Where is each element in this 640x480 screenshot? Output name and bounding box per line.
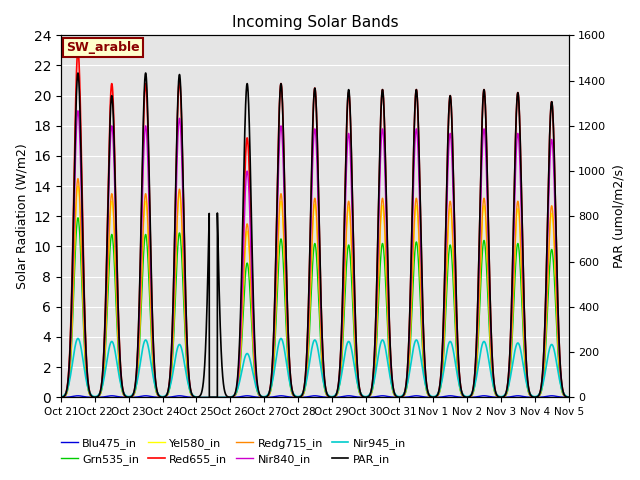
Line: Yel580_in: Yel580_in <box>61 186 568 397</box>
Red655_in <box>74 48 82 53</box>
PAR_in <box>465 394 473 400</box>
Grn535_in <box>57 395 65 400</box>
Redg715_in <box>438 360 446 366</box>
Grn535_in <box>74 215 82 221</box>
Red655_in <box>465 394 473 400</box>
Red655_in <box>57 395 65 400</box>
Grn535_in <box>564 395 572 400</box>
Line: PAR_in: PAR_in <box>61 73 568 397</box>
Blu475_in <box>465 395 473 400</box>
Blu475_in <box>57 395 65 400</box>
Nir945_in <box>84 383 92 389</box>
Nir945_in <box>452 366 460 372</box>
PAR_in <box>452 299 460 304</box>
Nir840_in <box>209 395 217 400</box>
Red655_in <box>438 343 446 348</box>
Redg715_in <box>57 395 65 400</box>
Blu475_in <box>84 394 92 400</box>
Redg715_in <box>564 395 572 400</box>
Text: SW_arable: SW_arable <box>67 41 140 54</box>
Nir945_in <box>209 395 217 400</box>
Yel580_in <box>438 362 446 368</box>
Blu475_in <box>74 393 82 399</box>
Yel580_in <box>57 395 65 400</box>
Line: Grn535_in: Grn535_in <box>61 218 568 397</box>
Yel580_in <box>564 395 572 400</box>
Redg715_in <box>74 176 82 181</box>
Grn535_in <box>465 394 473 400</box>
PAR_in <box>472 351 480 357</box>
Nir840_in <box>438 349 446 355</box>
Redg715_in <box>84 381 92 387</box>
Blu475_in <box>209 395 217 400</box>
Nir840_in <box>472 357 480 363</box>
Yel580_in <box>472 368 480 373</box>
Grn535_in <box>84 384 92 389</box>
Grn535_in <box>472 372 480 378</box>
PAR_in <box>74 70 82 76</box>
Nir840_in <box>57 395 65 400</box>
Nir945_in <box>465 393 473 399</box>
Yel580_in <box>465 394 473 400</box>
Blu475_in <box>452 394 460 399</box>
Blu475_in <box>564 395 572 400</box>
Red655_in <box>84 373 92 379</box>
Line: Nir945_in: Nir945_in <box>61 338 568 397</box>
Grn535_in <box>452 346 460 352</box>
Yel580_in <box>84 382 92 387</box>
Nir840_in <box>452 311 460 316</box>
Title: Incoming Solar Bands: Incoming Solar Bands <box>232 15 398 30</box>
Redg715_in <box>465 394 473 400</box>
Blu475_in <box>438 394 446 400</box>
Red655_in <box>381 144 389 150</box>
Red655_in <box>208 395 216 400</box>
Yel580_in <box>452 335 460 340</box>
Line: Blu475_in: Blu475_in <box>61 396 568 397</box>
Nir945_in <box>74 336 82 341</box>
Yel580_in <box>74 183 82 189</box>
Nir945_in <box>472 377 480 383</box>
PAR_in <box>57 395 65 400</box>
Grn535_in <box>381 269 389 275</box>
Y-axis label: Solar Radiation (W/m2): Solar Radiation (W/m2) <box>15 144 28 289</box>
Yel580_in <box>381 239 389 244</box>
Grn535_in <box>438 368 446 374</box>
PAR_in <box>438 343 446 348</box>
Redg715_in <box>381 232 389 238</box>
Nir840_in <box>74 108 82 114</box>
Redg715_in <box>452 332 460 338</box>
Nir840_in <box>84 377 92 383</box>
Yel580_in <box>209 395 217 400</box>
Line: Red655_in: Red655_in <box>61 50 568 397</box>
Nir945_in <box>57 394 65 400</box>
PAR_in <box>564 395 572 400</box>
Grn535_in <box>209 395 217 400</box>
Blu475_in <box>381 393 389 399</box>
Redg715_in <box>472 367 480 372</box>
Red655_in <box>564 395 572 400</box>
Nir840_in <box>381 176 389 181</box>
Line: Nir840_in: Nir840_in <box>61 111 568 397</box>
Nir840_in <box>564 395 572 400</box>
Blu475_in <box>472 394 480 400</box>
Nir945_in <box>381 344 389 349</box>
Redg715_in <box>209 395 217 400</box>
Red655_in <box>452 299 460 304</box>
PAR_in <box>381 144 389 150</box>
Nir945_in <box>438 375 446 381</box>
Y-axis label: PAR (umol/m2/s): PAR (umol/m2/s) <box>612 164 625 268</box>
Legend: Blu475_in, Grn535_in, Yel580_in, Red655_in, Redg715_in, Nir840_in, Nir945_in, PA: Blu475_in, Grn535_in, Yel580_in, Red655_… <box>57 433 410 469</box>
Nir945_in <box>564 394 572 400</box>
Nir840_in <box>465 394 473 400</box>
Red655_in <box>472 351 480 357</box>
Line: Redg715_in: Redg715_in <box>61 179 568 397</box>
PAR_in <box>84 375 92 381</box>
PAR_in <box>205 395 213 400</box>
